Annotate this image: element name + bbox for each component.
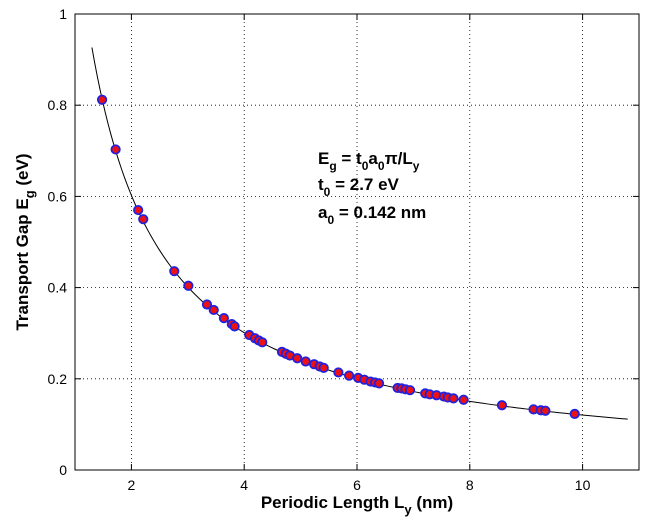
data-point — [208, 304, 219, 316]
data-point — [169, 266, 180, 277]
t0-annotation: t0 = 2.7 eV — [318, 175, 400, 199]
y-tick-label: 0 — [59, 462, 67, 478]
formula-annotation: Eg = t0a0π/Ly — [318, 149, 420, 173]
data-point — [292, 353, 303, 364]
y-tick-label: 0.8 — [48, 97, 68, 113]
data-point — [133, 204, 144, 216]
data-point — [458, 394, 469, 405]
data-point — [257, 337, 268, 348]
data-point — [540, 405, 551, 416]
x-axis-label: Periodic Length Ly (nm) — [261, 493, 453, 517]
x-tick-label: 10 — [575, 477, 591, 493]
data-point — [300, 356, 311, 367]
y-axis-label: Transport Gap Eg (eV) — [13, 153, 37, 330]
a0-annotation: a0 = 0.142 nm — [318, 203, 426, 227]
data-point — [138, 214, 149, 225]
x-tick-labels: 2 4 6 8 10 — [128, 477, 591, 493]
data-point — [343, 370, 355, 381]
data-point — [110, 144, 121, 155]
data-point — [448, 393, 459, 404]
data-point — [318, 362, 329, 373]
y-tick-label: 0.2 — [48, 371, 68, 387]
data-point — [96, 94, 108, 105]
data-points — [96, 94, 580, 420]
axis-ticks — [75, 13, 639, 471]
grid-lines — [75, 14, 639, 470]
data-point — [496, 400, 508, 411]
y-tick-label: 0.4 — [48, 280, 68, 296]
data-point — [229, 321, 240, 332]
x-tick-label: 6 — [353, 477, 361, 493]
y-tick-label: 0.6 — [48, 188, 68, 204]
x-tick-label: 8 — [466, 477, 474, 493]
data-point — [404, 385, 416, 396]
data-point — [183, 280, 194, 291]
x-tick-label: 4 — [240, 477, 248, 493]
y-tick-labels: 0 0.2 0.4 0.6 0.8 1 — [48, 6, 68, 478]
x-tick-label: 2 — [128, 477, 136, 493]
data-point — [373, 378, 385, 389]
data-point — [333, 367, 344, 378]
data-point — [201, 299, 213, 310]
data-point — [569, 408, 580, 420]
y-tick-label: 1 — [59, 6, 67, 22]
data-point — [218, 313, 229, 324]
